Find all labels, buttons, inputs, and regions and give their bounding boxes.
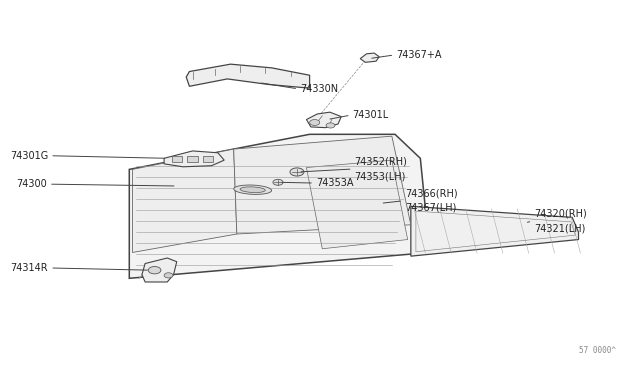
Text: 74367+A: 74367+A	[396, 50, 442, 60]
Text: 74352(RH): 74352(RH)	[355, 157, 408, 167]
Bar	[204, 157, 213, 162]
Text: 74314R: 74314R	[11, 263, 48, 273]
Polygon shape	[142, 258, 177, 282]
Polygon shape	[360, 53, 380, 62]
Circle shape	[326, 123, 335, 128]
Text: 74330N: 74330N	[300, 84, 339, 94]
Circle shape	[290, 168, 304, 176]
Circle shape	[148, 266, 161, 274]
Polygon shape	[132, 149, 237, 253]
Text: 74320(RH): 74320(RH)	[534, 209, 587, 219]
Text: 74321(LH): 74321(LH)	[534, 223, 586, 233]
Polygon shape	[129, 134, 430, 278]
Text: 57 0000^: 57 0000^	[579, 346, 616, 355]
Polygon shape	[234, 136, 411, 234]
Ellipse shape	[240, 187, 265, 193]
Text: 74300: 74300	[16, 179, 47, 189]
Text: 74367(LH): 74367(LH)	[405, 203, 456, 213]
Circle shape	[273, 179, 283, 185]
Circle shape	[164, 273, 173, 278]
Polygon shape	[411, 206, 579, 256]
Text: 74301L: 74301L	[353, 110, 389, 120]
Bar	[172, 157, 182, 162]
Polygon shape	[307, 112, 341, 128]
Text: 74353(LH): 74353(LH)	[355, 171, 406, 181]
Text: 74366(RH): 74366(RH)	[405, 189, 458, 199]
Text: 74301G: 74301G	[11, 151, 49, 161]
Polygon shape	[307, 160, 408, 249]
Polygon shape	[164, 151, 224, 167]
Polygon shape	[186, 64, 310, 88]
Bar	[188, 157, 198, 162]
Text: 74353A: 74353A	[316, 178, 353, 188]
Circle shape	[310, 119, 320, 125]
Ellipse shape	[234, 185, 271, 195]
